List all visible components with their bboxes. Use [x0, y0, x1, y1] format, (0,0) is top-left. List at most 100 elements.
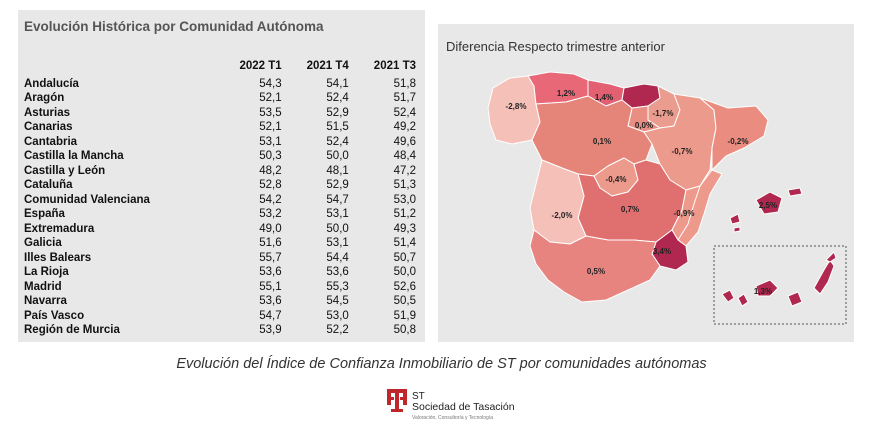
row-region-name: Madrid [24, 280, 62, 293]
row-region-name: Aragón [24, 92, 65, 104]
row-region-name: Castilla la Mancha [24, 150, 124, 162]
st-logo-mark [387, 389, 407, 412]
map-region-baleares-mallorca [755, 191, 783, 215]
map-label-murcia: 3,4% [653, 247, 671, 256]
row-value-col-2: 53,0 [326, 309, 349, 322]
row-value-col-1: 52,1 [259, 92, 282, 104]
table-header-row: 2022 T1 2021 T4 2021 T3 [24, 59, 416, 77]
row-value-col-1: 48,2 [259, 164, 282, 177]
map-title: Diferencia Respecto trimestre anterior [446, 39, 665, 54]
table-row: País Vasco 54,7 53,0 51,9 [24, 309, 416, 324]
row-value-col-3: 49,2 [393, 121, 416, 133]
table-row: Andalucía 54,3 54,1 51,8 [24, 77, 416, 92]
map-label-cantabria: 1,4% [595, 93, 613, 102]
st-logo-name: Sociedad de Tasación [412, 401, 515, 413]
st-logo-tagline: Valoración, Consultoría y Tecnología [412, 415, 493, 421]
spain-map: -2,8% 1,2% 1,4% -1,7% 0,0% 0,1% -0,7% -0… [487, 71, 847, 325]
st-logo-abbr: ST [412, 391, 425, 402]
row-value-col-2: 52,4 [326, 135, 349, 148]
row-value-col-2: 52,9 [326, 106, 349, 119]
map-label-madrid: -0,4% [606, 175, 627, 184]
row-value-col-3: 49,6 [393, 135, 416, 148]
table-row: Galicia 51,6 53,1 51,4 [24, 236, 416, 251]
row-value-col-3: 51,3 [393, 179, 416, 191]
row-value-col-3: 51,7 [393, 92, 416, 104]
canarias-inset-frame [713, 245, 847, 325]
row-value-col-3: 50,0 [393, 266, 416, 278]
row-value-col-3: 51,2 [393, 208, 416, 220]
map-region-canarias-3 [755, 279, 779, 297]
row-value-col-1: 52,1 [259, 121, 282, 133]
map-region-cataluna [699, 97, 769, 171]
map-region-baleares-menorca [787, 187, 803, 197]
row-value-col-1: 53,6 [259, 266, 282, 278]
map-label-extremadura: -2,0% [552, 211, 573, 220]
row-region-name: Cataluña [24, 179, 73, 191]
row-region-name: País Vasco [24, 309, 85, 322]
table-row: Aragón 52,1 52,4 51,7 [24, 91, 416, 106]
row-region-name: Navarra [24, 295, 67, 307]
map-label-aragon: -0,7% [672, 147, 693, 156]
header-region [24, 59, 214, 77]
table-body: Andalucía 54,3 54,1 51,8 Aragón 52,1 52,4 51,7 A… [24, 77, 416, 338]
map-region-canarias-6 [825, 251, 837, 263]
header-col-2: 2021 T4 [306, 60, 349, 72]
table-row: Castilla la Mancha 50,3 50,0 48,4 [24, 149, 416, 164]
figure-caption: Evolución del Índice de Confianza Inmobi… [176, 356, 707, 372]
row-value-col-2: 53,1 [326, 208, 349, 220]
row-value-col-2: 50,0 [326, 222, 349, 235]
map-label-navarra: -1,7% [653, 109, 674, 118]
row-region-name: Castilla y León [24, 164, 106, 177]
row-value-col-3: 52,6 [393, 280, 416, 293]
table-title: Evolución Histórica por Comunidad Autóno… [24, 19, 324, 34]
row-value-col-1: 53,6 [259, 295, 282, 307]
row-value-col-1: 53,2 [259, 208, 282, 220]
row-value-col-3: 47,2 [393, 164, 416, 177]
map-label-galicia: -2,8% [506, 102, 527, 111]
map-region-canarias-5 [813, 259, 835, 295]
map-label-castilla-y-leon: 0,1% [593, 137, 611, 146]
map-region-baleares-ibiza [729, 213, 741, 225]
row-region-name: Extremadura [24, 222, 95, 235]
table-row: Comunidad Valenciana 54,2 54,7 53,0 [24, 193, 416, 208]
row-value-col-2: 50,0 [326, 150, 349, 162]
row-value-col-2: 52,2 [326, 324, 349, 336]
row-value-col-1: 55,1 [259, 280, 282, 293]
map-label-baleares: 2,5% [759, 201, 777, 210]
header-col-1: 2022 T1 [239, 60, 282, 72]
header-col-3: 2021 T3 [373, 60, 416, 72]
map-label-canarias: 1,3% [754, 287, 772, 296]
row-value-col-2: 54,7 [326, 193, 349, 206]
row-region-name: Cantabria [24, 135, 78, 148]
table-row: Cantabria 53,1 52,4 49,6 [24, 135, 416, 150]
map-region-andalucia [529, 229, 661, 303]
row-value-col-1: 50,3 [259, 150, 282, 162]
row-value-col-2: 55,3 [326, 280, 349, 293]
row-value-col-2: 54,1 [326, 77, 349, 90]
row-region-name: La Rioja [24, 266, 69, 278]
table-row: Extremadura 49,0 50,0 49,3 [24, 222, 416, 237]
row-value-col-3: 51,9 [393, 309, 416, 322]
row-value-col-1: 51,6 [259, 237, 282, 249]
row-value-col-2: 51,5 [326, 121, 349, 133]
row-value-col-3: 51,4 [393, 237, 416, 249]
map-panel: -2,8% 1,2% 1,4% -1,7% 0,0% 0,1% -0,7% -0… [438, 24, 854, 342]
row-value-col-1: 54,7 [259, 309, 282, 322]
row-value-col-3: 51,8 [393, 77, 416, 90]
row-region-name: Asturias [24, 106, 71, 119]
row-value-col-1: 49,0 [259, 222, 282, 235]
st-logo: ST Sociedad de Tasación Valoración, Cons… [387, 389, 547, 429]
row-value-col-1: 53,1 [259, 135, 282, 148]
map-region-canarias-1 [721, 289, 735, 303]
row-value-col-2: 53,1 [326, 237, 349, 249]
table-row: Illes Balears 55,7 54,4 50,7 [24, 251, 416, 266]
row-value-col-1: 53,9 [259, 324, 282, 336]
row-value-col-1: 54,2 [259, 193, 282, 206]
row-value-col-2: 52,4 [326, 92, 349, 104]
map-label-cataluna: -0,2% [728, 137, 749, 146]
map-label-andalucia: 0,5% [587, 267, 605, 276]
map-label-asturias: 1,2% [557, 89, 575, 98]
table-row: Navarra 53,6 54,5 50,5 [24, 294, 416, 309]
map-region-canarias-4 [787, 291, 803, 307]
table-row: Madrid 55,1 55,3 52,6 [24, 280, 416, 295]
